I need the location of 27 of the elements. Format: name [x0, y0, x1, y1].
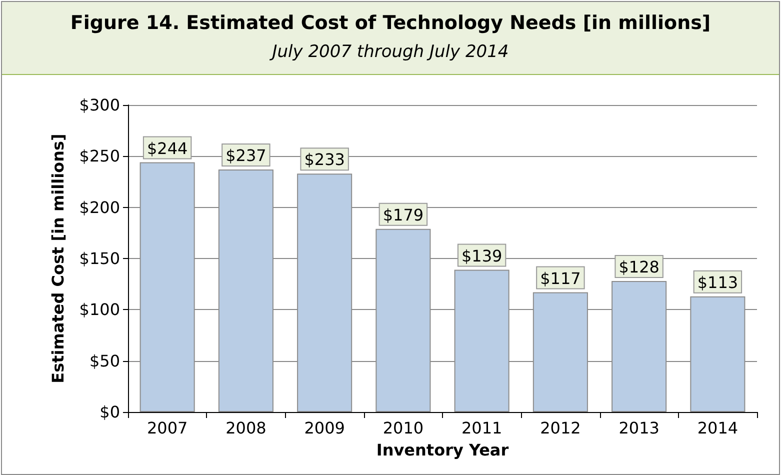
- x-tick-label: 2012: [540, 418, 581, 438]
- y-tick-label: $300: [79, 96, 120, 114]
- x-tick-label: 2008: [226, 418, 266, 438]
- data-label: $117: [540, 268, 581, 288]
- data-label: $128: [618, 258, 660, 277]
- y-tick-label: $200: [79, 198, 120, 217]
- data-label: $113: [697, 272, 738, 292]
- chart-subtitle: July 2007 through July 2014: [268, 42, 510, 62]
- x-tick-label: 2007: [146, 418, 188, 438]
- x-tick-label: 2014: [697, 418, 738, 438]
- data-label: $233: [304, 150, 345, 170]
- y-tick-label: $0: [100, 402, 120, 422]
- y-tick-label: $100: [79, 300, 120, 320]
- data-label: $179: [382, 205, 424, 224]
- y-tick-label: $50: [89, 351, 120, 370]
- x-tick-label: 2009: [304, 418, 345, 438]
- data-label: $244: [146, 138, 188, 158]
- y-tick-label: $150: [79, 249, 120, 268]
- data-label: $237: [226, 146, 266, 165]
- x-tick-label: 2013: [618, 418, 660, 438]
- y-axis-title: Estimated Cost [in millions]: [48, 134, 68, 384]
- x-tick-label: 2011: [461, 418, 502, 438]
- chart-title: Figure 14. Estimated Cost of Technology Needs [in millions]: [69, 12, 712, 34]
- x-axis-title: Inventory Year: [376, 440, 509, 460]
- y-tick-label: $250: [79, 146, 120, 166]
- x-tick-label: 2010: [382, 418, 424, 438]
- data-label: $139: [461, 246, 502, 266]
